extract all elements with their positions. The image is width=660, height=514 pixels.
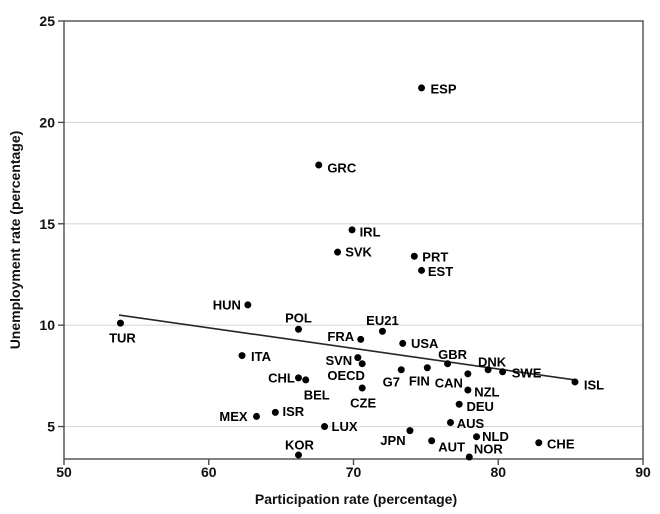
y-axis-title: Unemployment rate (percentage) — [7, 130, 23, 350]
data-point-dot-ISL — [571, 378, 579, 386]
y-tick-label: 10 — [39, 317, 55, 333]
data-point-label-CHL: CHL — [268, 370, 295, 385]
data-point-dot-ISR — [271, 408, 279, 416]
data-point-dot-AUS — [446, 419, 454, 426]
data-point-dot-SVN — [354, 354, 362, 362]
data-point-dot-DEU — [455, 400, 463, 408]
data-point-label-HUN: HUN — [213, 297, 241, 312]
data-point-label-EU21: EU21 — [366, 313, 399, 328]
y-tick-label: 5 — [47, 419, 55, 435]
data-point-dot-PRT — [410, 252, 418, 260]
data-point-label-POL: POL — [285, 311, 312, 326]
data-point-label-CHE: CHE — [547, 436, 575, 451]
data-point-label-FIN: FIN — [409, 373, 430, 388]
data-point-label-ISL: ISL — [584, 377, 604, 392]
data-point-dot-FIN — [423, 364, 431, 372]
data-point-dot-FRA — [357, 335, 365, 343]
data-point-dot-JPN — [406, 427, 414, 435]
data-point-dot-SWE — [499, 368, 507, 376]
data-point-label-ISR: ISR — [282, 404, 304, 419]
plot-border — [63, 20, 644, 460]
data-point-label-PRT: PRT — [422, 250, 448, 265]
x-tick-label: 80 — [490, 464, 506, 480]
data-point-dot-OECD — [358, 360, 366, 368]
data-point-dot-CAN — [464, 370, 472, 378]
data-point-dot-POL — [294, 325, 302, 333]
data-point-dot-G7 — [397, 366, 405, 374]
data-point-dot-NLD — [473, 433, 481, 441]
x-tick-label: 50 — [56, 464, 72, 480]
data-point-label-AUS: AUS — [457, 416, 485, 431]
data-point-dot-EU21 — [378, 327, 386, 335]
data-point-dot-SVK — [334, 248, 342, 256]
data-point-label-GBR: GBR — [438, 347, 468, 362]
data-point-label-GRC: GRC — [327, 160, 357, 175]
data-point-label-BEL: BEL — [304, 387, 330, 402]
data-point-dot-ITA — [238, 352, 246, 360]
data-point-dot-TUR — [116, 319, 124, 327]
data-point-label-AUT: AUT — [438, 439, 465, 454]
data-point-label-DEU: DEU — [466, 399, 493, 414]
data-point-dot-BEL — [302, 376, 310, 384]
data-point-label-CZE: CZE — [350, 396, 376, 411]
data-point-label-TUR: TUR — [109, 331, 136, 346]
x-tick-label: 60 — [201, 464, 217, 480]
data-point-dot-CHL — [294, 374, 302, 382]
data-point-dot-HUN — [244, 301, 252, 309]
data-point-dot-MEX — [253, 412, 261, 420]
data-point-label-KOR: KOR — [285, 437, 315, 452]
data-point-label-SVK: SVK — [345, 245, 372, 260]
data-point-dot-DNK — [484, 366, 492, 374]
y-tick-label: 25 — [39, 13, 55, 29]
data-point-label-LUX: LUX — [332, 419, 358, 434]
trend-line — [118, 314, 576, 381]
data-point-label-USA: USA — [411, 336, 439, 351]
x-tick-label: 90 — [635, 464, 651, 480]
data-point-dot-CHE — [535, 439, 543, 447]
data-point-label-EST: EST — [428, 264, 453, 279]
data-point-dot-GBR — [444, 360, 452, 368]
data-point-label-NZL: NZL — [474, 385, 499, 400]
data-point-dot-CZE — [358, 384, 366, 392]
data-point-label-OECD: OECD — [327, 368, 365, 383]
data-point-dot-GRC — [315, 161, 323, 169]
data-point-label-G7: G7 — [383, 374, 400, 389]
y-tick-label: 15 — [39, 216, 55, 232]
data-point-label-MEX: MEX — [219, 409, 248, 424]
data-point-label-JPN: JPN — [380, 433, 405, 448]
data-point-label-SWE: SWE — [512, 365, 542, 380]
data-point-label-CAN: CAN — [435, 375, 463, 390]
data-point-dot-EST — [418, 266, 426, 274]
data-point-label-SVN: SVN — [325, 353, 352, 368]
data-point-dot-IRL — [348, 226, 356, 234]
data-point-label-IRL: IRL — [360, 224, 381, 239]
data-point-label-FRA: FRA — [327, 329, 354, 344]
data-point-dot-AUT — [428, 437, 436, 445]
data-point-label-NOR: NOR — [474, 441, 504, 456]
data-point-label-DNK: DNK — [478, 354, 507, 369]
data-point-label-ITA: ITA — [251, 349, 272, 364]
data-point-dot-NOR — [465, 453, 473, 461]
y-tick-label: 20 — [39, 114, 55, 130]
data-point-dot-LUX — [321, 423, 329, 431]
x-axis-title: Participation rate (percentage) — [254, 491, 458, 507]
data-point-dot-NZL — [464, 386, 472, 394]
data-point-label-NLD: NLD — [482, 429, 509, 444]
data-point-dot-KOR — [294, 451, 302, 459]
data-point-dot-USA — [399, 339, 407, 347]
data-point-dot-ESP — [418, 84, 426, 92]
x-tick-label: 70 — [346, 464, 362, 480]
data-point-label-ESP: ESP — [431, 81, 457, 96]
